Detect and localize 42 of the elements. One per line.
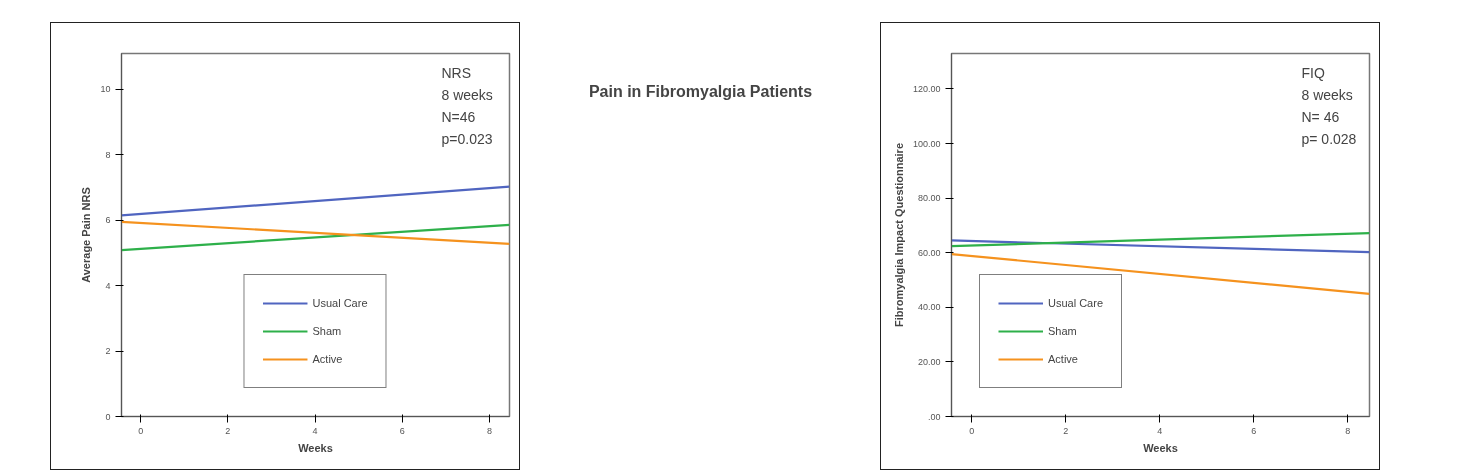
y-tick-label: .00: [927, 411, 941, 422]
annotation: p= 0.028: [1301, 130, 1357, 147]
y-tick-label: 80.00: [917, 193, 941, 204]
legend-label: Active: [1048, 353, 1078, 365]
y-tick-label: 100.00: [912, 138, 941, 149]
x-tick-label: 2: [1063, 425, 1069, 436]
x-tick-label: 6: [1251, 425, 1257, 436]
x-tick-label: 6: [399, 425, 405, 436]
y-tick-label: 40.00: [917, 302, 941, 313]
x-tick-label: 8: [1345, 425, 1351, 436]
x-axis-title: Weeks: [1143, 441, 1178, 454]
annotation: NRS: [441, 64, 472, 81]
annotation: 8 weeks: [1301, 86, 1353, 103]
legend-label: Active: [312, 353, 343, 365]
annotation: N= 46: [1301, 108, 1340, 125]
annotation: p=0.023: [441, 130, 493, 147]
y-tick-label: 20.00: [917, 356, 941, 367]
legend-label: Usual Care: [1048, 297, 1104, 309]
y-tick-label: 0: [105, 411, 111, 422]
x-axis-title: Weeks: [298, 441, 333, 454]
x-tick-label: 2: [225, 425, 231, 436]
legend-label: Usual Care: [312, 297, 368, 309]
y-tick-label: 2: [105, 346, 111, 357]
x-tick-label: 8: [486, 425, 492, 436]
x-tick-label: 4: [312, 425, 318, 436]
y-tick-label: 8: [105, 149, 111, 160]
annotation: FIQ: [1301, 64, 1325, 81]
legend-label: Sham: [312, 325, 342, 337]
y-axis-title: Average Pain NRS: [80, 187, 93, 283]
text: Pain in Fibromyalgia Patients: [588, 82, 813, 100]
annotation: 8 weeks: [441, 86, 493, 103]
x-tick-label: 0: [138, 425, 144, 436]
y-tick-label: 6: [105, 215, 111, 226]
y-tick-label: 4: [105, 280, 111, 291]
y-tick-label: 120.00: [912, 83, 941, 94]
annotation: N=46: [441, 108, 476, 125]
legend-label: Sham: [1048, 325, 1077, 337]
y-axis-title: Fibromyalgia Impact Questionnaire: [892, 142, 905, 327]
y-tick-label: 10: [100, 84, 111, 95]
x-tick-label: 4: [1157, 425, 1163, 436]
y-tick-label: 60.00: [917, 247, 941, 258]
x-tick-label: 0: [969, 425, 975, 436]
